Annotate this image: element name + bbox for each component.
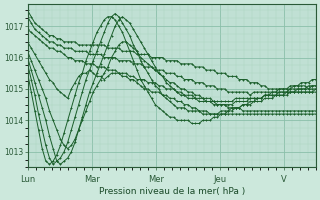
X-axis label: Pression niveau de la mer( hPa ): Pression niveau de la mer( hPa ) <box>99 187 245 196</box>
